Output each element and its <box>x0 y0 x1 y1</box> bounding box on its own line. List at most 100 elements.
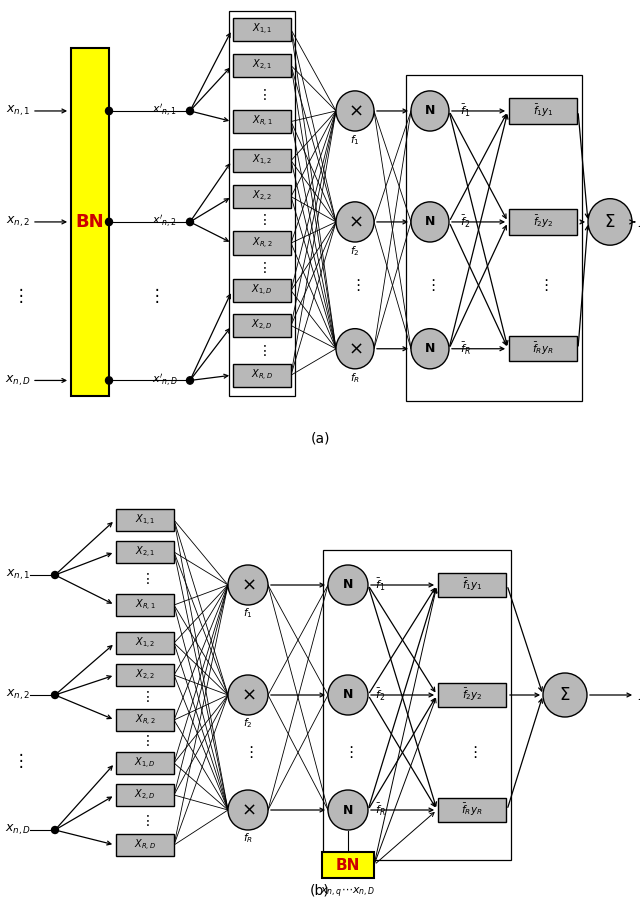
Bar <box>116 834 174 856</box>
Bar <box>233 110 291 134</box>
Text: $f_R$: $f_R$ <box>350 371 360 385</box>
Text: $\bar{f}_2$: $\bar{f}_2$ <box>460 214 470 230</box>
Circle shape <box>411 328 449 369</box>
Text: $X_{R,2}$: $X_{R,2}$ <box>134 713 156 727</box>
Circle shape <box>411 202 449 242</box>
Text: $X_{R,D}$: $X_{R,D}$ <box>134 837 156 853</box>
Bar <box>71 48 109 396</box>
Text: $X_{1,D}$: $X_{1,D}$ <box>134 756 156 770</box>
Text: $\bar{f}_R$: $\bar{f}_R$ <box>460 340 470 357</box>
Text: $\vdots$: $\vdots$ <box>467 744 477 760</box>
Text: $x_{n,1}$: $x_{n,1}$ <box>6 103 30 118</box>
Text: $\vdots$: $\vdots$ <box>425 277 435 294</box>
Text: $\vdots$: $\vdots$ <box>257 260 267 274</box>
Text: $X_{2,1}$: $X_{2,1}$ <box>252 58 272 73</box>
Bar <box>116 594 174 616</box>
Bar <box>116 664 174 686</box>
Text: $\bar{f}_1$: $\bar{f}_1$ <box>375 577 385 593</box>
Text: $X_{2,2}$: $X_{2,2}$ <box>135 667 156 683</box>
Bar <box>438 683 506 707</box>
Text: $\times$: $\times$ <box>348 339 362 358</box>
Bar <box>509 98 577 124</box>
Text: $x_{n,D}$: $x_{n,D}$ <box>5 373 31 388</box>
Bar <box>233 185 291 209</box>
Text: $x_{n,2}$: $x_{n,2}$ <box>6 215 30 229</box>
Text: $\bar{f}_R y_R$: $\bar{f}_R y_R$ <box>532 340 554 357</box>
Text: $X_{2,1}$: $X_{2,1}$ <box>135 544 156 560</box>
Bar <box>233 231 291 254</box>
Text: $f_1$: $f_1$ <box>243 606 253 619</box>
Circle shape <box>228 790 268 830</box>
Text: $y$: $y$ <box>638 687 640 703</box>
Text: $\mathbf{N}$: $\mathbf{N}$ <box>342 688 354 702</box>
Circle shape <box>186 107 193 114</box>
Circle shape <box>106 377 113 384</box>
Text: $\vdots$: $\vdots$ <box>350 277 360 294</box>
Text: $\vdots$: $\vdots$ <box>243 744 253 760</box>
Circle shape <box>186 219 193 226</box>
Text: $\vdots$: $\vdots$ <box>140 733 150 748</box>
Text: $\times$: $\times$ <box>241 686 255 704</box>
Text: $\bar{f}_R y_R$: $\bar{f}_R y_R$ <box>461 802 483 818</box>
Text: $\times$: $\times$ <box>348 102 362 120</box>
Text: $f_2$: $f_2$ <box>243 716 253 730</box>
Bar <box>116 752 174 774</box>
Text: $\vdots$: $\vdots$ <box>343 744 353 760</box>
Text: $\vdots$: $\vdots$ <box>538 277 548 294</box>
Text: $x_{n,q} \cdots x_{n,D}$: $x_{n,q} \cdots x_{n,D}$ <box>321 886 376 900</box>
Text: $\vdots$: $\vdots$ <box>140 813 150 827</box>
Text: $\mathbf{N}$: $\mathbf{N}$ <box>424 215 436 229</box>
Bar <box>438 573 506 597</box>
Text: $y$: $y$ <box>638 214 640 230</box>
Text: $\times$: $\times$ <box>241 801 255 819</box>
Circle shape <box>51 692 58 698</box>
Text: $X_{R,1}$: $X_{R,1}$ <box>252 114 273 129</box>
Text: $\bar{f}_2 y_2$: $\bar{f}_2 y_2$ <box>461 687 483 703</box>
Text: $X_{1,2}$: $X_{1,2}$ <box>135 635 156 651</box>
Text: $\bar{f}_2 y_2$: $\bar{f}_2 y_2$ <box>532 214 554 230</box>
Circle shape <box>336 202 374 242</box>
Text: $\vdots$: $\vdots$ <box>140 690 150 705</box>
Circle shape <box>328 565 368 605</box>
Text: BN: BN <box>336 857 360 873</box>
Text: BN: BN <box>76 213 104 231</box>
Text: $X_{R,D}$: $X_{R,D}$ <box>251 368 273 382</box>
Text: $x_{n,D}$: $x_{n,D}$ <box>5 823 31 837</box>
Bar <box>229 11 295 396</box>
Text: $\mathbf{N}$: $\mathbf{N}$ <box>342 578 354 591</box>
Text: $X_{2,D}$: $X_{2,D}$ <box>134 788 156 802</box>
Text: $x_{n,2}$: $x_{n,2}$ <box>6 688 30 702</box>
Bar <box>233 18 291 41</box>
Circle shape <box>411 91 449 131</box>
Bar <box>323 550 511 860</box>
Text: $f_R$: $f_R$ <box>243 831 253 845</box>
Text: $\mathbf{N}$: $\mathbf{N}$ <box>424 104 436 117</box>
Bar <box>233 279 291 302</box>
Circle shape <box>543 673 587 717</box>
Text: $\vdots$: $\vdots$ <box>12 750 24 770</box>
Bar <box>322 852 374 878</box>
Circle shape <box>106 219 113 226</box>
Text: $\bar{f}_1 y_1$: $\bar{f}_1 y_1$ <box>532 102 554 119</box>
Text: $\vdots$: $\vdots$ <box>257 343 267 359</box>
Text: $\bar{f}_2$: $\bar{f}_2$ <box>375 687 385 703</box>
Bar <box>116 632 174 654</box>
Text: $x'_{n,D}$: $x'_{n,D}$ <box>152 372 179 389</box>
Bar <box>438 798 506 822</box>
Bar <box>116 541 174 563</box>
Circle shape <box>336 328 374 369</box>
Text: $f_1$: $f_1$ <box>350 134 360 147</box>
Text: $X_{R,1}$: $X_{R,1}$ <box>134 597 156 612</box>
Circle shape <box>51 572 58 578</box>
Circle shape <box>228 675 268 715</box>
Text: $X_{1,D}$: $X_{1,D}$ <box>251 283 273 298</box>
Bar <box>509 336 577 361</box>
Bar <box>233 363 291 387</box>
Text: $\Sigma$: $\Sigma$ <box>559 686 571 704</box>
Circle shape <box>51 826 58 834</box>
Text: (a): (a) <box>310 432 330 446</box>
Circle shape <box>228 565 268 605</box>
Text: $\Sigma$: $\Sigma$ <box>604 213 616 231</box>
Text: $X_{2,D}$: $X_{2,D}$ <box>251 318 273 333</box>
Text: $\vdots$: $\vdots$ <box>148 286 159 306</box>
